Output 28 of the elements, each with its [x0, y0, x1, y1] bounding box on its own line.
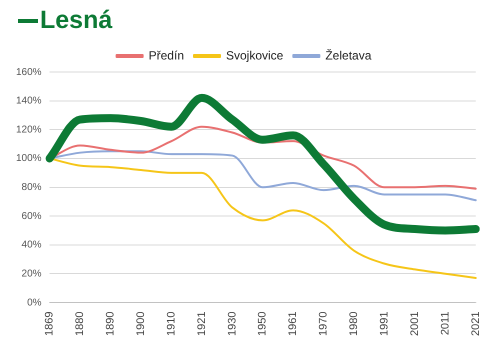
y-tick-label: 120%	[16, 124, 42, 136]
x-tick-label: 1991	[378, 312, 390, 336]
x-tick-label: 1900	[134, 312, 147, 336]
y-tick-label: 80%	[22, 182, 42, 194]
y-tick-label: 160%	[16, 66, 42, 78]
x-tick-label: 1921	[196, 312, 208, 336]
x-tick-label: 2021	[470, 312, 482, 336]
legend-label: Lesná	[40, 6, 112, 35]
x-tick-label: 1869	[44, 312, 56, 336]
x-tick-label: 1950	[256, 312, 269, 336]
y-tick-label: 100%	[16, 153, 42, 164]
x-tick-label: 2011	[439, 312, 452, 336]
x-tick-label: 1980	[348, 312, 360, 336]
y-tick-label: 20%	[22, 268, 42, 280]
x-tick-label: 1910	[165, 312, 178, 336]
x-tick-label: 1880	[74, 312, 86, 336]
x-tick-label: 2001	[408, 312, 421, 336]
x-tick-label: 1970	[318, 312, 330, 336]
legend-label: Želetava	[325, 48, 372, 62]
y-tick-label: 0%	[27, 297, 42, 308]
x-tick-label: 1930	[226, 312, 238, 336]
y-tick-label: 60%	[22, 210, 42, 222]
y-tick-label: 140%	[16, 96, 42, 107]
y-tick-label: 40%	[22, 240, 42, 251]
x-tick-label: 1961	[287, 312, 300, 336]
x-tick-label: 1890	[104, 312, 116, 336]
legend-label: Předín	[148, 48, 184, 62]
legend-label: Svojkovice	[226, 48, 284, 62]
